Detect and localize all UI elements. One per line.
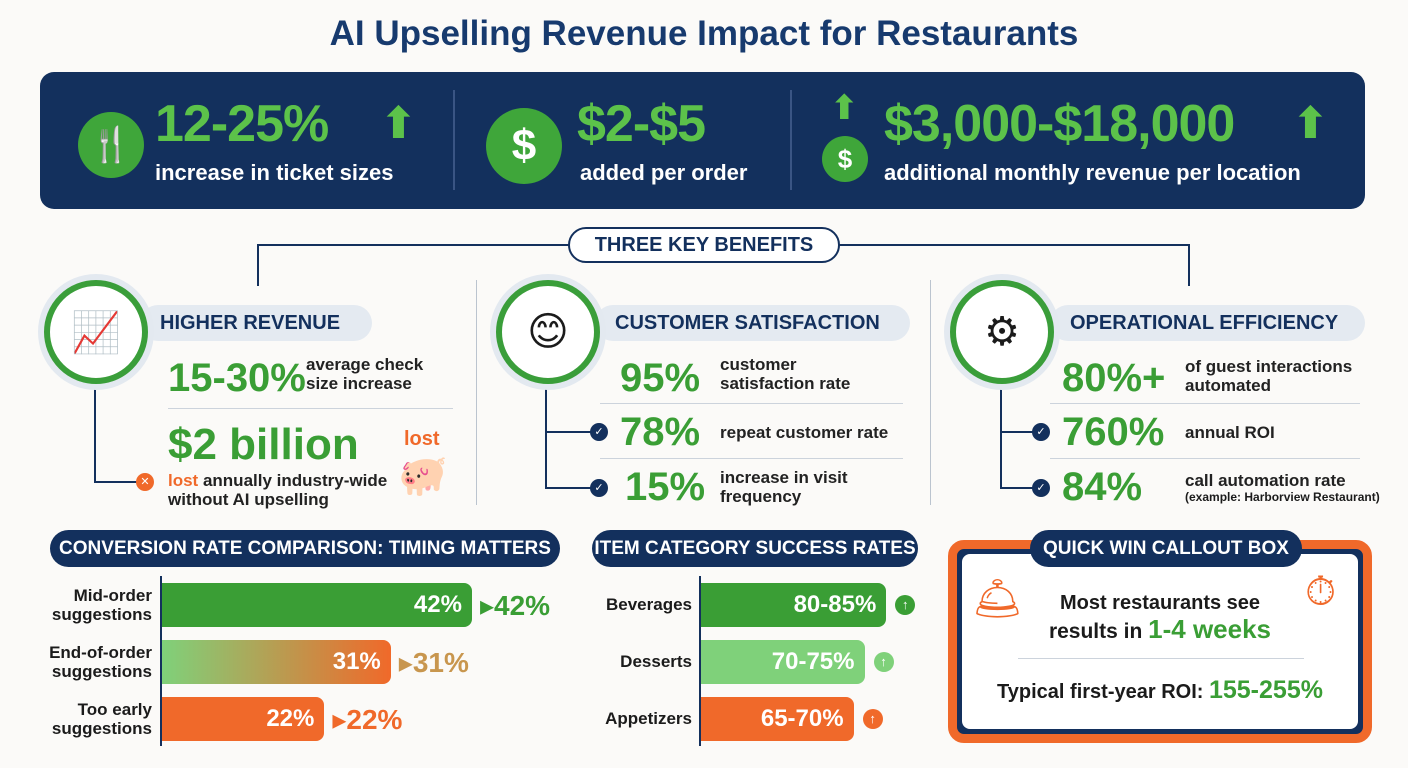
bar-category-label: Beverages bbox=[605, 595, 692, 614]
divider bbox=[600, 403, 903, 404]
connector bbox=[94, 380, 96, 482]
banner-stat-label: additional monthly revenue per location bbox=[884, 160, 1301, 185]
connector bbox=[1000, 487, 1040, 489]
stat-desc: call automation rate bbox=[1185, 471, 1346, 490]
bar-value-label: ▸22% bbox=[332, 704, 403, 735]
connector bbox=[94, 481, 144, 483]
banner-stat-value: $3,000-$18,000 bbox=[884, 95, 1235, 153]
connector bbox=[1000, 380, 1002, 488]
stat-desc: annual ROI bbox=[1185, 423, 1275, 442]
growth-chart-icon: 📈 bbox=[44, 280, 148, 384]
bar: 42% bbox=[162, 583, 472, 627]
stat-value: $2 billion bbox=[168, 420, 359, 469]
stat-desc: increase in visit frequency bbox=[720, 468, 848, 506]
bar-value-label: ▸31% bbox=[398, 647, 469, 678]
stopwatch-icon: ⏱ bbox=[1305, 570, 1337, 614]
quick-win-line2: results in bbox=[1048, 620, 1149, 643]
serving-cloche-icon: 🛎 bbox=[972, 577, 1023, 621]
x-icon: ✕ bbox=[136, 473, 154, 491]
stat-desc: of guest interactions automated bbox=[1185, 357, 1353, 395]
connector bbox=[545, 380, 547, 488]
robot-arm-icon: ⚙ bbox=[950, 280, 1054, 384]
arrow-up-icon: ↑ bbox=[862, 709, 883, 729]
stat-desc: without AI upselling bbox=[168, 490, 329, 509]
check-icon: ✓ bbox=[590, 479, 608, 497]
check-icon: ✓ bbox=[1032, 479, 1050, 497]
fork-knife-icon: 🍴 bbox=[78, 112, 144, 178]
lost-word: lost bbox=[168, 471, 199, 490]
broken-piggy-bank-icon: 🐖 bbox=[398, 454, 448, 498]
stat-value: 760% bbox=[1062, 410, 1165, 454]
check-icon: ✓ bbox=[1032, 423, 1050, 441]
stat-value: 95% bbox=[620, 356, 701, 400]
stats-banner bbox=[40, 72, 1365, 209]
bar: 22% bbox=[162, 697, 325, 741]
stat-desc: repeat customer rate bbox=[720, 423, 889, 442]
divider bbox=[1050, 403, 1360, 404]
bar-value-label: ▸42% bbox=[479, 590, 551, 621]
divider bbox=[1050, 458, 1360, 459]
connector bbox=[545, 431, 595, 433]
bar: 70-75% bbox=[701, 640, 865, 684]
dollar-icon: $ bbox=[486, 108, 562, 184]
arrow-up-icon: ↑ bbox=[873, 652, 894, 672]
banner-stat-value: $2-$5 bbox=[577, 95, 706, 153]
banner-stat-value: 12-25% bbox=[155, 95, 329, 153]
chart-axis bbox=[699, 576, 701, 746]
benefit-heading: OPERATIONAL EFFICIENCY bbox=[1050, 305, 1365, 341]
stat-value: 15-30% bbox=[168, 356, 306, 400]
banner-stat-label: increase in ticket sizes bbox=[155, 160, 394, 185]
happy-customer-icon: 😊 bbox=[496, 280, 600, 384]
benefit-heading: CUSTOMER SATISFACTION bbox=[595, 305, 910, 341]
chart-axis bbox=[160, 576, 162, 746]
bar: 65-70% bbox=[701, 697, 854, 741]
divider bbox=[1018, 658, 1304, 659]
benefit-heading: HIGHER REVENUE bbox=[140, 305, 372, 341]
divider bbox=[600, 458, 903, 459]
bar: 80-85% bbox=[701, 583, 887, 627]
banner-stat-label: added per order bbox=[580, 160, 748, 185]
divider bbox=[476, 280, 477, 505]
stat-value: 80%+ bbox=[1062, 356, 1166, 400]
stat-desc: customer satisfaction rate bbox=[720, 355, 851, 393]
divider bbox=[930, 280, 931, 505]
divider bbox=[168, 408, 453, 409]
quick-win-weeks: 1-4 weeks bbox=[1148, 614, 1272, 644]
quick-win-line1: Most restaurants see bbox=[1059, 592, 1261, 614]
arrow-up-icon: ⬆ bbox=[1292, 99, 1329, 148]
stat-value: 78% bbox=[620, 410, 701, 454]
benefits-title: THREE KEY BENEFITS bbox=[568, 227, 840, 263]
lost-tag: lost bbox=[404, 428, 440, 450]
chart-title: CONVERSION RATE COMPARISON: TIMING MATTE… bbox=[50, 530, 560, 567]
check-icon: ✓ bbox=[590, 423, 608, 441]
bar-category-label: Desserts bbox=[620, 652, 692, 671]
stat-value: 84% bbox=[1062, 465, 1143, 509]
money-up-icon: $ bbox=[822, 136, 868, 182]
bar-category-label: End-of-order suggestions bbox=[49, 643, 152, 681]
stat-value: 15% bbox=[625, 465, 706, 509]
roi-label: Typical first-year ROI: bbox=[997, 681, 1209, 703]
bar-category-label: Too early suggestions bbox=[51, 700, 152, 738]
page-title: AI Upselling Revenue Impact for Restaura… bbox=[329, 14, 1079, 53]
connector bbox=[1188, 244, 1190, 286]
stat-note: (example: Harborview Restaurant) bbox=[1185, 490, 1380, 504]
divider bbox=[790, 90, 792, 190]
arrow-up-icon: ⬆ bbox=[380, 99, 417, 148]
quick-win-box bbox=[948, 540, 1372, 743]
bar: 31% bbox=[162, 640, 391, 684]
arrow-up-icon: ↑ bbox=[895, 595, 916, 615]
quick-win-title: QUICK WIN CALLOUT BOX bbox=[1030, 530, 1302, 567]
bar-category-label: Mid-order suggestions bbox=[51, 586, 152, 624]
divider bbox=[453, 90, 455, 190]
arrow-up-icon: ⬆ bbox=[830, 89, 859, 127]
connector bbox=[545, 487, 595, 489]
stat-desc: average check size increase bbox=[306, 355, 424, 393]
bar-category-label: Appetizers bbox=[605, 709, 692, 728]
stat-desc: annually industry-wide bbox=[198, 471, 388, 490]
roi-value: 155-255% bbox=[1208, 676, 1323, 704]
chart-title: ITEM CATEGORY SUCCESS RATES bbox=[592, 530, 918, 567]
connector bbox=[257, 244, 259, 286]
connector bbox=[1000, 431, 1040, 433]
